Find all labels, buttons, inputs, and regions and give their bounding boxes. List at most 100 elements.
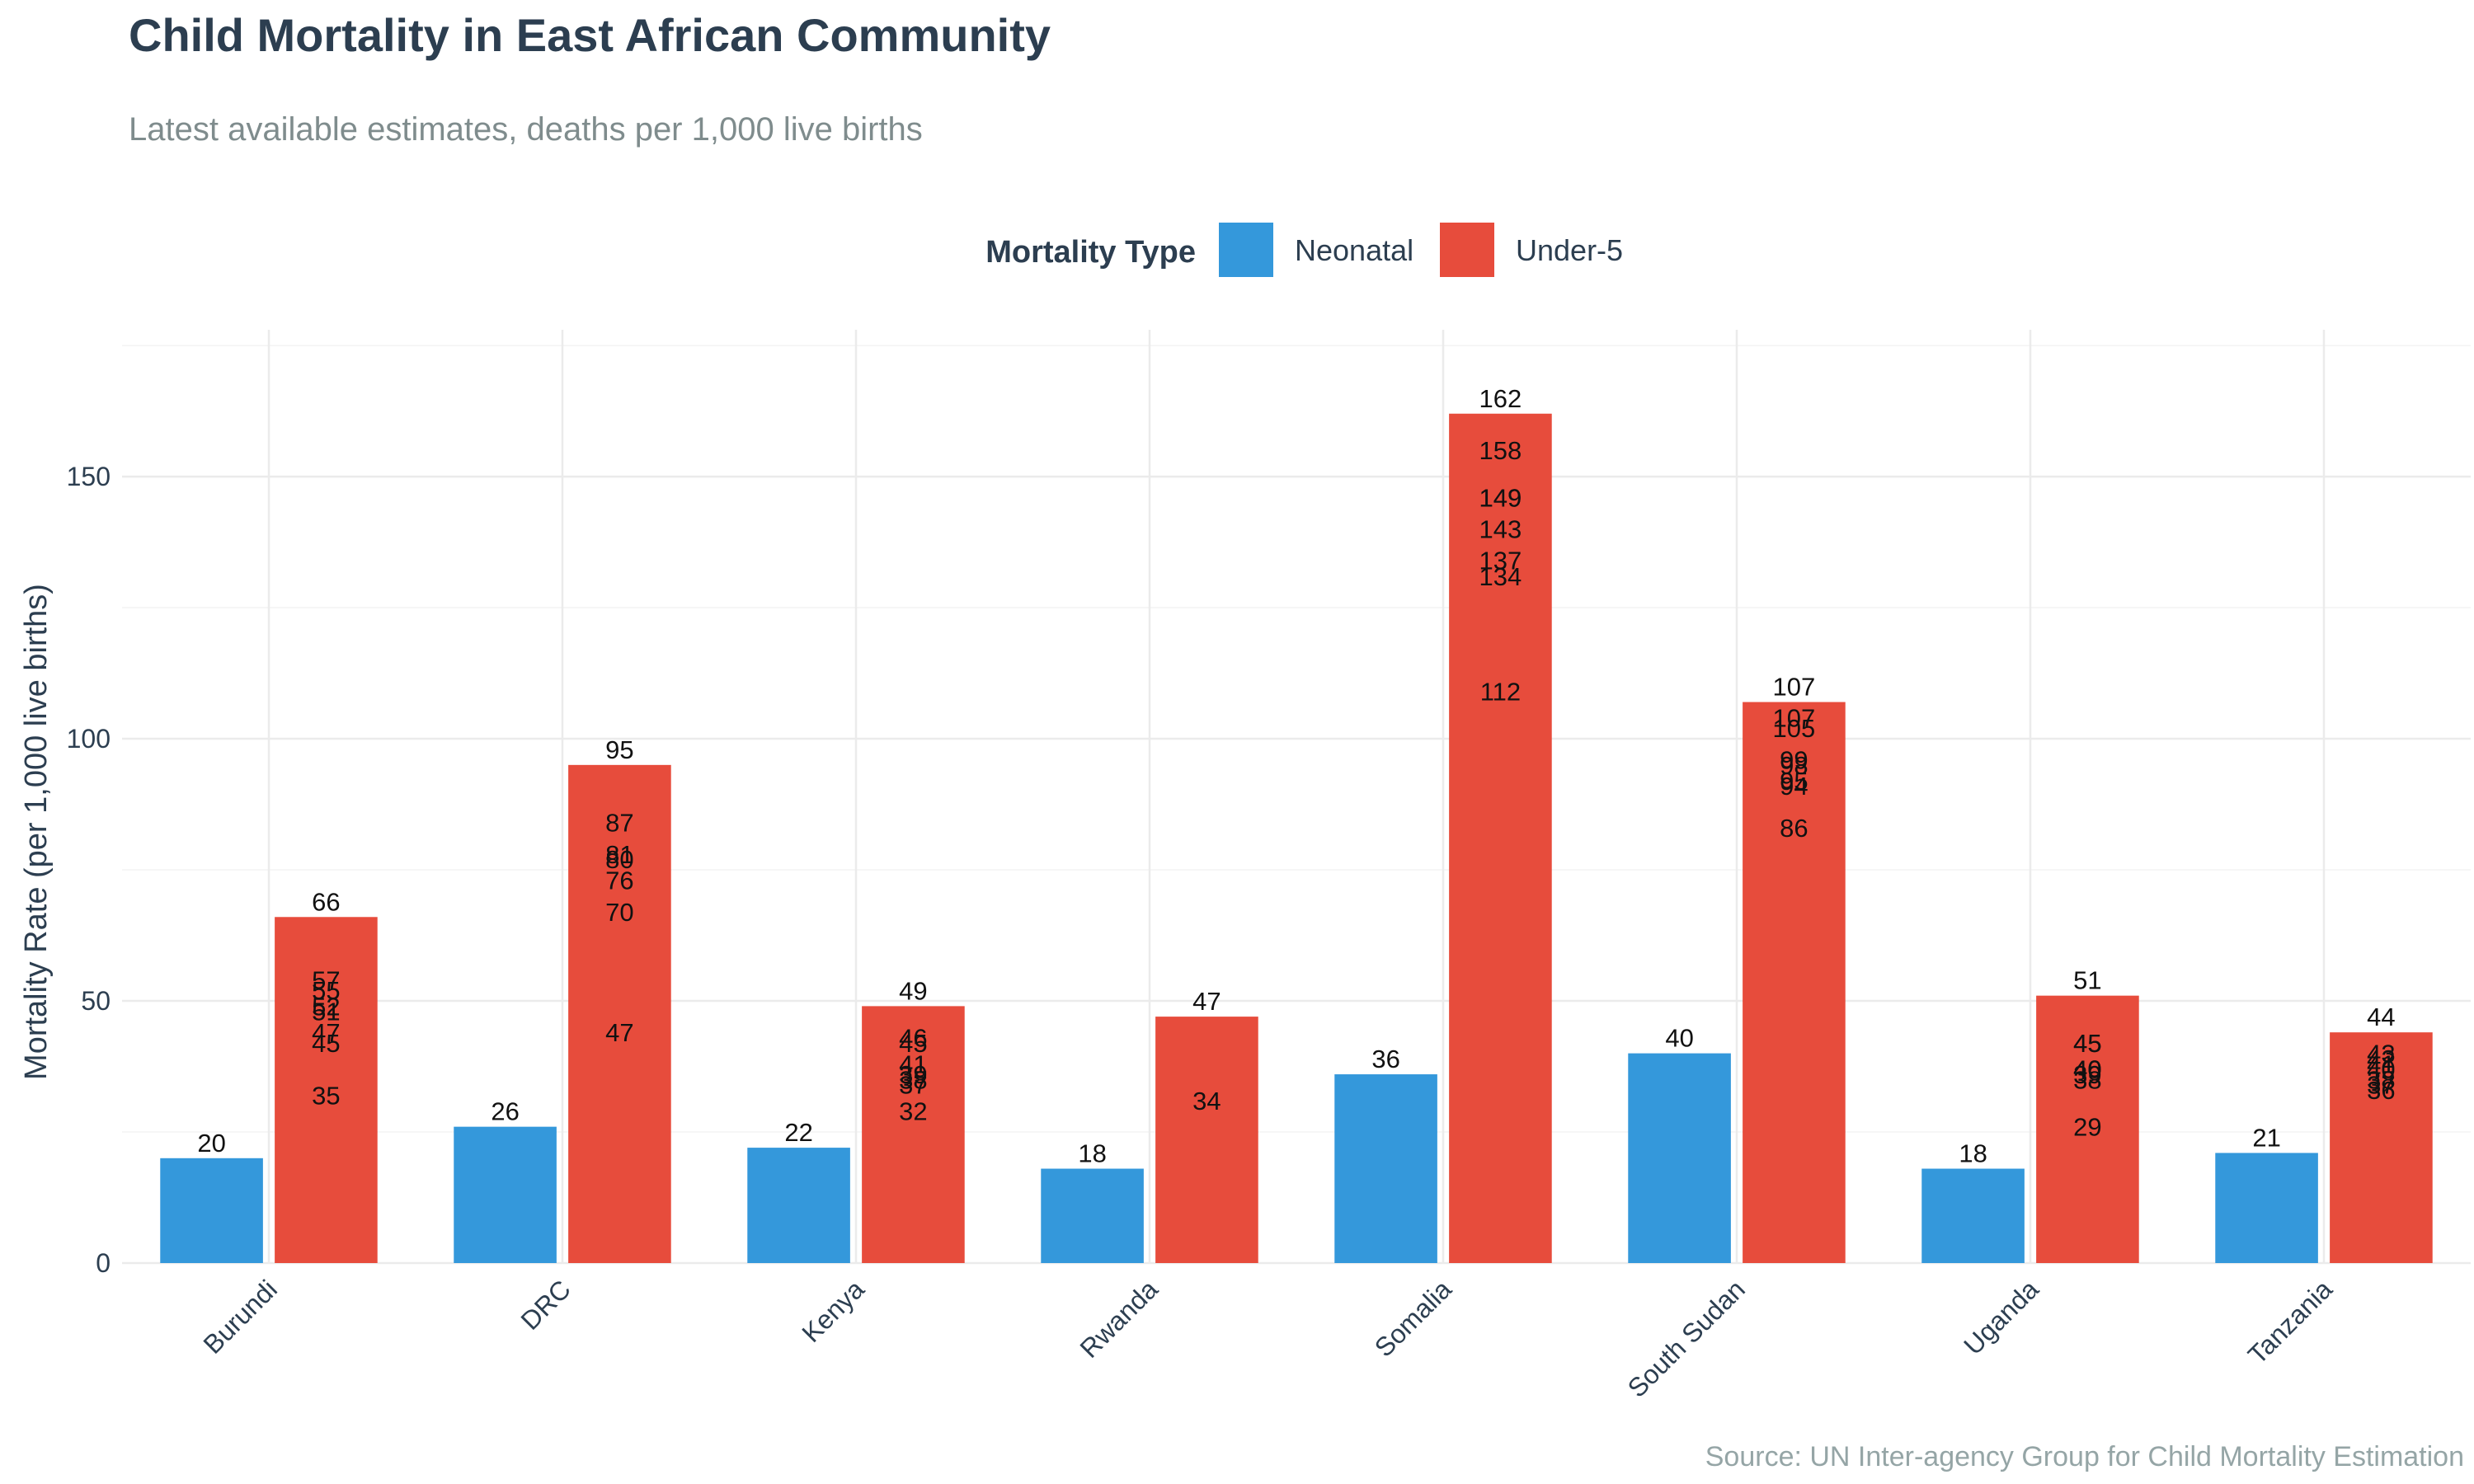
x-tick-label-rwanda: Rwanda <box>1074 1274 1164 1364</box>
overlap-label-somalia-0: 158 <box>1479 436 1522 465</box>
legend: Mortality Type Neonatal Under-5 <box>985 223 1623 277</box>
x-tick-label-somalia: Somalia <box>1369 1274 1457 1362</box>
legend-swatch-neonatal <box>1219 223 1273 277</box>
data-label-neonatal-tanzania: 21 <box>2252 1123 2280 1152</box>
overlap-label-tanzania-5: 37 <box>2367 1071 2395 1100</box>
x-tick-label-burundi: Burundi <box>198 1274 283 1359</box>
overlap-label-somalia-5: 134 <box>1479 562 1522 591</box>
overlap-label-somalia-3: 143 <box>1479 515 1522 544</box>
overlap-label-south-sudan-6: 86 <box>1780 814 1808 843</box>
overlap-label-drc-5: 47 <box>605 1018 633 1047</box>
overlap-label-burundi-2: 52 <box>312 992 340 1021</box>
data-label-under-5-tanzania: 44 <box>2367 1003 2395 1031</box>
bar-under-5-burundi <box>275 917 378 1263</box>
overlap-label-drc-4: 70 <box>605 898 633 927</box>
overlap-label-south-sudan-3: 98 <box>1780 751 1808 780</box>
bar-neonatal-kenya <box>747 1148 850 1263</box>
overlap-label-uganda-1: 45 <box>2073 1029 2101 1058</box>
bar-under-5-rwanda <box>1155 1017 1258 1263</box>
data-label-neonatal-drc: 26 <box>491 1097 519 1126</box>
bar-neonatal-burundi <box>160 1158 263 1263</box>
overlap-label-rwanda-0: 34 <box>1192 1087 1221 1115</box>
x-tick-label-south-sudan: South Sudan <box>1622 1274 1751 1402</box>
data-label-neonatal-south-sudan: 40 <box>1665 1024 1693 1053</box>
overlap-label-tanzania-6: 36 <box>2367 1076 2395 1105</box>
overlap-label-tanzania-1: 42 <box>2367 1045 2395 1073</box>
bar-under-5-somalia <box>1449 413 1552 1263</box>
bar-neonatal-somalia <box>1334 1074 1437 1263</box>
overlap-label-south-sudan-4: 95 <box>1780 767 1808 796</box>
data-label-neonatal-burundi: 20 <box>197 1129 225 1158</box>
legend-swatch-under5 <box>1440 223 1494 277</box>
overlap-label-kenya-3: 39 <box>899 1060 927 1089</box>
chart-subtitle: Latest available estimates, deaths per 1… <box>129 111 923 148</box>
bar-neonatal-tanzania <box>2215 1153 2318 1263</box>
data-label-under-5-drc: 95 <box>605 735 633 764</box>
legend-label-under5: Under-5 <box>1516 233 1623 267</box>
overlap-label-burundi-5: 45 <box>312 1029 340 1058</box>
data-label-under-5-rwanda: 47 <box>1192 987 1221 1016</box>
bar-neonatal-drc <box>454 1126 557 1263</box>
data-label-under-5-somalia: 162 <box>1479 384 1522 413</box>
overlap-label-uganda-6: 29 <box>2073 1113 2101 1142</box>
bar-neonatal-uganda <box>1921 1168 2025 1263</box>
bar-neonatal-south-sudan <box>1628 1053 1731 1263</box>
overlap-label-tanzania-2: 41 <box>2367 1050 2395 1078</box>
overlap-label-drc-1: 81 <box>605 840 633 869</box>
data-label-neonatal-kenya: 22 <box>784 1118 812 1147</box>
x-tick-label-kenya: Kenya <box>796 1274 870 1348</box>
y-tick-label-50: 50 <box>81 986 111 1016</box>
overlap-label-tanzania-4: 38 <box>2367 1065 2395 1094</box>
overlap-label-south-sudan-0: 107 <box>1773 704 1816 733</box>
overlap-label-somalia-6: 112 <box>1480 678 1521 707</box>
overlap-label-uganda-2: 40 <box>2073 1055 2101 1084</box>
chart-caption: Source: UN Inter-agency Group for Child … <box>1705 1441 2464 1472</box>
overlap-label-kenya-0: 46 <box>899 1023 927 1052</box>
bar-under-5-kenya <box>862 1006 965 1263</box>
y-tick-label-0: 0 <box>96 1248 111 1278</box>
bar-neonatal-rwanda <box>1041 1168 1144 1263</box>
overlap-label-kenya-6: 32 <box>899 1097 927 1125</box>
overlap-label-drc-2: 80 <box>605 845 633 874</box>
overlap-label-uganda-3: 40 <box>2073 1055 2101 1084</box>
x-tick-label-drc: DRC <box>515 1274 576 1335</box>
overlap-label-uganda-5: 38 <box>2073 1065 2101 1094</box>
overlap-label-burundi-3: 51 <box>312 998 340 1026</box>
overlap-label-kenya-1: 45 <box>899 1029 927 1058</box>
overlap-label-tanzania-3: 40 <box>2367 1055 2395 1084</box>
overlap-label-somalia-2: 149 <box>1479 483 1522 512</box>
overlap-label-drc-0: 87 <box>605 809 633 838</box>
y-tick-label-150: 150 <box>67 462 111 491</box>
overlap-label-south-sudan-1: 105 <box>1773 714 1816 743</box>
x-tick-label-tanzania: Tanzania <box>2242 1274 2338 1369</box>
overlap-label-uganda-4: 39 <box>2073 1060 2101 1089</box>
overlap-label-uganda-0: 45 <box>2073 1029 2101 1058</box>
data-label-under-5-south-sudan: 107 <box>1773 673 1816 702</box>
plot-area: 050100150206657555251474535Burundi269587… <box>67 330 2471 1403</box>
bar-under-5-drc <box>568 764 671 1263</box>
bar-under-5-tanzania <box>2330 1032 2433 1263</box>
data-label-neonatal-rwanda: 18 <box>1078 1139 1106 1168</box>
bar-under-5-south-sudan <box>1743 702 1846 1263</box>
overlap-label-burundi-4: 47 <box>312 1018 340 1047</box>
overlap-label-south-sudan-2: 99 <box>1780 745 1808 774</box>
legend-label-neonatal: Neonatal <box>1295 233 1413 267</box>
data-label-under-5-burundi: 66 <box>312 887 340 916</box>
bar-under-5-uganda <box>2036 995 2139 1263</box>
overlap-label-kenya-4: 38 <box>899 1065 927 1094</box>
overlap-label-kenya-5: 37 <box>899 1071 927 1100</box>
overlap-label-burundi-1: 55 <box>312 976 340 1005</box>
overlap-label-south-sudan-5: 94 <box>1780 772 1808 801</box>
legend-title: Mortality Type <box>985 235 1196 270</box>
y-axis-title: Mortality Rate (per 1,000 live births) <box>19 584 54 1080</box>
data-label-under-5-uganda: 51 <box>2073 966 2101 995</box>
x-tick-label-uganda: Uganda <box>1958 1274 2044 1360</box>
overlap-label-tanzania-0: 43 <box>2367 1040 2395 1068</box>
data-label-under-5-kenya: 49 <box>899 976 927 1005</box>
data-label-neonatal-uganda: 18 <box>1959 1139 1987 1168</box>
overlap-label-kenya-2: 41 <box>899 1050 927 1078</box>
overlap-label-drc-3: 76 <box>605 866 633 895</box>
overlap-label-burundi-0: 57 <box>312 966 340 995</box>
data-label-neonatal-somalia: 36 <box>1371 1045 1399 1073</box>
